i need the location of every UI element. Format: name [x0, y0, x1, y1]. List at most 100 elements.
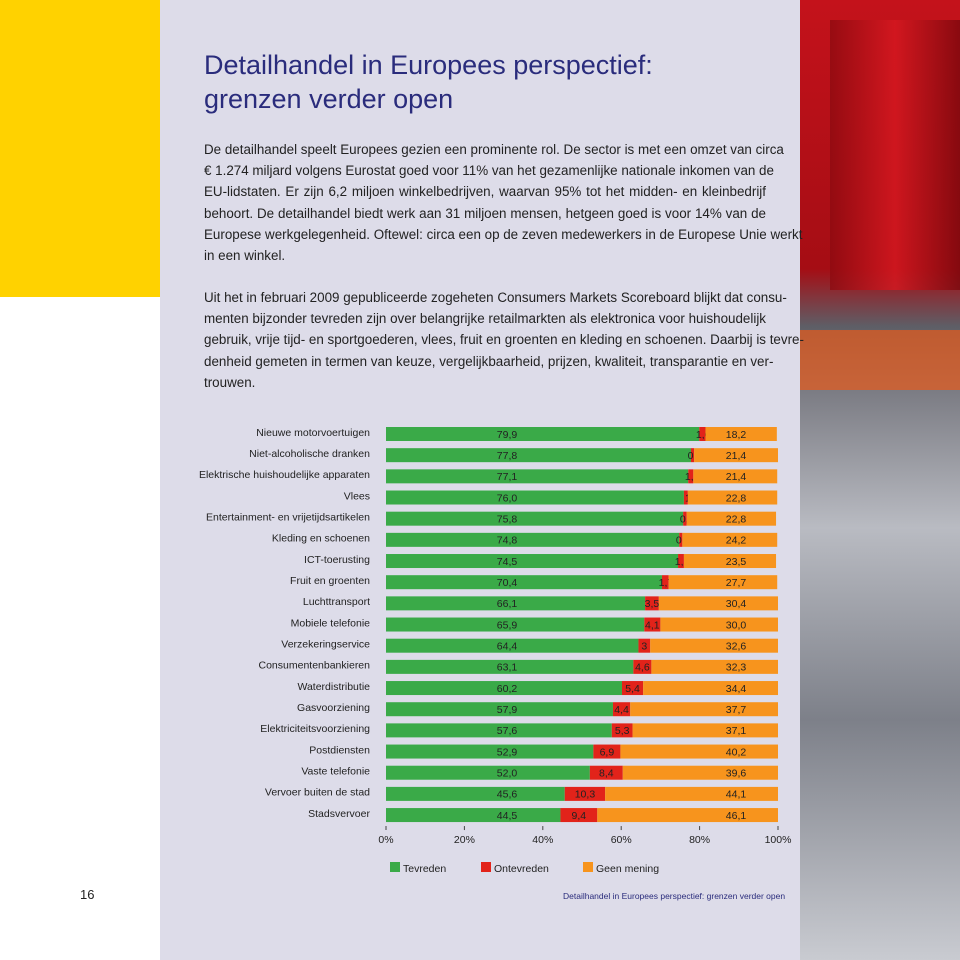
value-label: 21,4 — [726, 450, 747, 462]
text-line: EU-lidstaten. Er zijn 6,2 miljoen winkel… — [204, 184, 766, 200]
value-label: 39,6 — [726, 768, 747, 780]
bar-segment — [679, 532, 683, 547]
bar-segment — [386, 532, 680, 547]
value-label: 64,4 — [497, 640, 518, 652]
category-label: Mobiele telefonie — [291, 617, 371, 629]
value-label: 57,6 — [497, 725, 518, 737]
value-label: 70,4 — [497, 577, 518, 589]
bar-segment — [687, 490, 778, 505]
text-line: trouwen. — [204, 374, 256, 390]
bar-segment — [386, 786, 565, 801]
legend-label: Geen mening — [596, 863, 659, 875]
value-label: 52,0 — [497, 768, 518, 780]
bar-segment — [386, 490, 684, 505]
category-label: Luchttransport — [303, 596, 370, 608]
value-label: 66,1 — [497, 598, 518, 610]
value-label: 23,5 — [726, 556, 747, 568]
category-label: Verzekeringservice — [281, 638, 370, 650]
category-label: Entertainment- en vrijetijdsartikelen — [206, 511, 370, 523]
bar-segment — [386, 659, 634, 674]
value-label: 5,3 — [615, 725, 630, 737]
value-label: 77,1 — [497, 471, 518, 483]
category-label: Nieuwe motorvoertuigen — [256, 427, 370, 439]
bar-segment — [386, 723, 612, 738]
category-label: ICT-toerusting — [304, 554, 370, 566]
value-label: 40,2 — [726, 746, 747, 758]
value-label: 57,9 — [497, 704, 518, 716]
footer: Detailhandel in Europees perspectief: gr… — [563, 891, 786, 901]
text-line: behoort. De detailhandel biedt werk aan … — [204, 205, 766, 221]
bar-segment — [386, 744, 594, 759]
value-label: 24,2 — [726, 535, 747, 547]
value-label: 44,5 — [497, 810, 518, 822]
value-label: 65,9 — [497, 619, 518, 631]
x-tick-label: 100% — [765, 834, 792, 846]
bar-segment — [693, 469, 778, 484]
category-label: Gasvoorziening — [297, 702, 370, 714]
bar-segment — [651, 659, 778, 674]
category-label: Vervoer buiten de stad — [265, 787, 370, 799]
bar-segment — [688, 469, 694, 484]
bar-segment — [386, 575, 662, 590]
bar-segment — [386, 427, 700, 441]
value-label: 77,8 — [497, 450, 518, 462]
photo-detail — [830, 20, 960, 290]
bar-segment — [622, 765, 778, 780]
category-label: Kleding en schoenen — [272, 533, 370, 545]
bar-segment — [644, 617, 661, 632]
bar-segment — [386, 469, 689, 484]
x-tick-label: 60% — [611, 834, 632, 846]
bar-segment — [705, 427, 777, 441]
bar-segment — [633, 659, 652, 674]
bar-segment — [386, 702, 613, 717]
value-label: 44,1 — [726, 789, 747, 801]
legend-swatch — [481, 862, 491, 872]
bar-segment — [620, 744, 778, 759]
bar-segment — [690, 448, 695, 463]
title-line: grenzen verder open — [204, 84, 454, 114]
category-label: Niet-alcoholische dranken — [249, 448, 370, 460]
category-label: Consumentenbankieren — [259, 660, 371, 672]
category-label: Waterdistributie — [297, 681, 370, 693]
yellow-block — [0, 0, 160, 297]
bar-segment — [658, 596, 778, 611]
value-label: 32,6 — [726, 640, 747, 652]
value-label: 32,3 — [726, 662, 747, 674]
bar-segment — [386, 638, 639, 653]
value-label: 3,5 — [645, 598, 660, 610]
value-label: 22,8 — [726, 492, 747, 504]
bar-segment — [686, 511, 777, 526]
bar-segment — [694, 448, 778, 463]
value-label: 75,8 — [497, 513, 518, 525]
value-label: 4,4 — [614, 704, 629, 716]
value-label: 74,5 — [497, 556, 518, 568]
category-label: Vlees — [344, 490, 370, 502]
bar-segment — [386, 617, 645, 632]
value-label: 5,4 — [625, 683, 640, 695]
photo — [800, 0, 960, 960]
value-label: 27,7 — [726, 577, 747, 589]
bar-segment — [683, 511, 687, 526]
bar-segment — [630, 702, 778, 717]
text-line: in een winkel. — [204, 248, 286, 263]
bar-segment — [632, 723, 778, 738]
bar-segment — [611, 723, 633, 738]
value-label: 45,6 — [497, 789, 518, 801]
value-label: 21,4 — [726, 471, 747, 483]
value-label: 9,4 — [572, 810, 587, 822]
category-label: Postdiensten — [309, 744, 370, 756]
x-tick-label: 80% — [689, 834, 710, 846]
bar-segment — [699, 427, 706, 441]
category-label: Stadsvervoer — [308, 808, 370, 820]
bar-segment — [683, 490, 688, 505]
value-label: 79,9 — [497, 429, 518, 441]
bar-segment — [564, 786, 606, 801]
text-line: menten bijzonder tevreden zijn over bela… — [204, 311, 766, 327]
x-tick-label: 40% — [532, 834, 553, 846]
value-label: 34,4 — [726, 683, 747, 695]
text-line: Europese werkgelegenheid. Oftewel: circa… — [204, 226, 803, 242]
category-label: Fruit en groenten — [290, 575, 370, 587]
bar-segment — [660, 617, 778, 632]
value-label: 37,7 — [726, 704, 747, 716]
